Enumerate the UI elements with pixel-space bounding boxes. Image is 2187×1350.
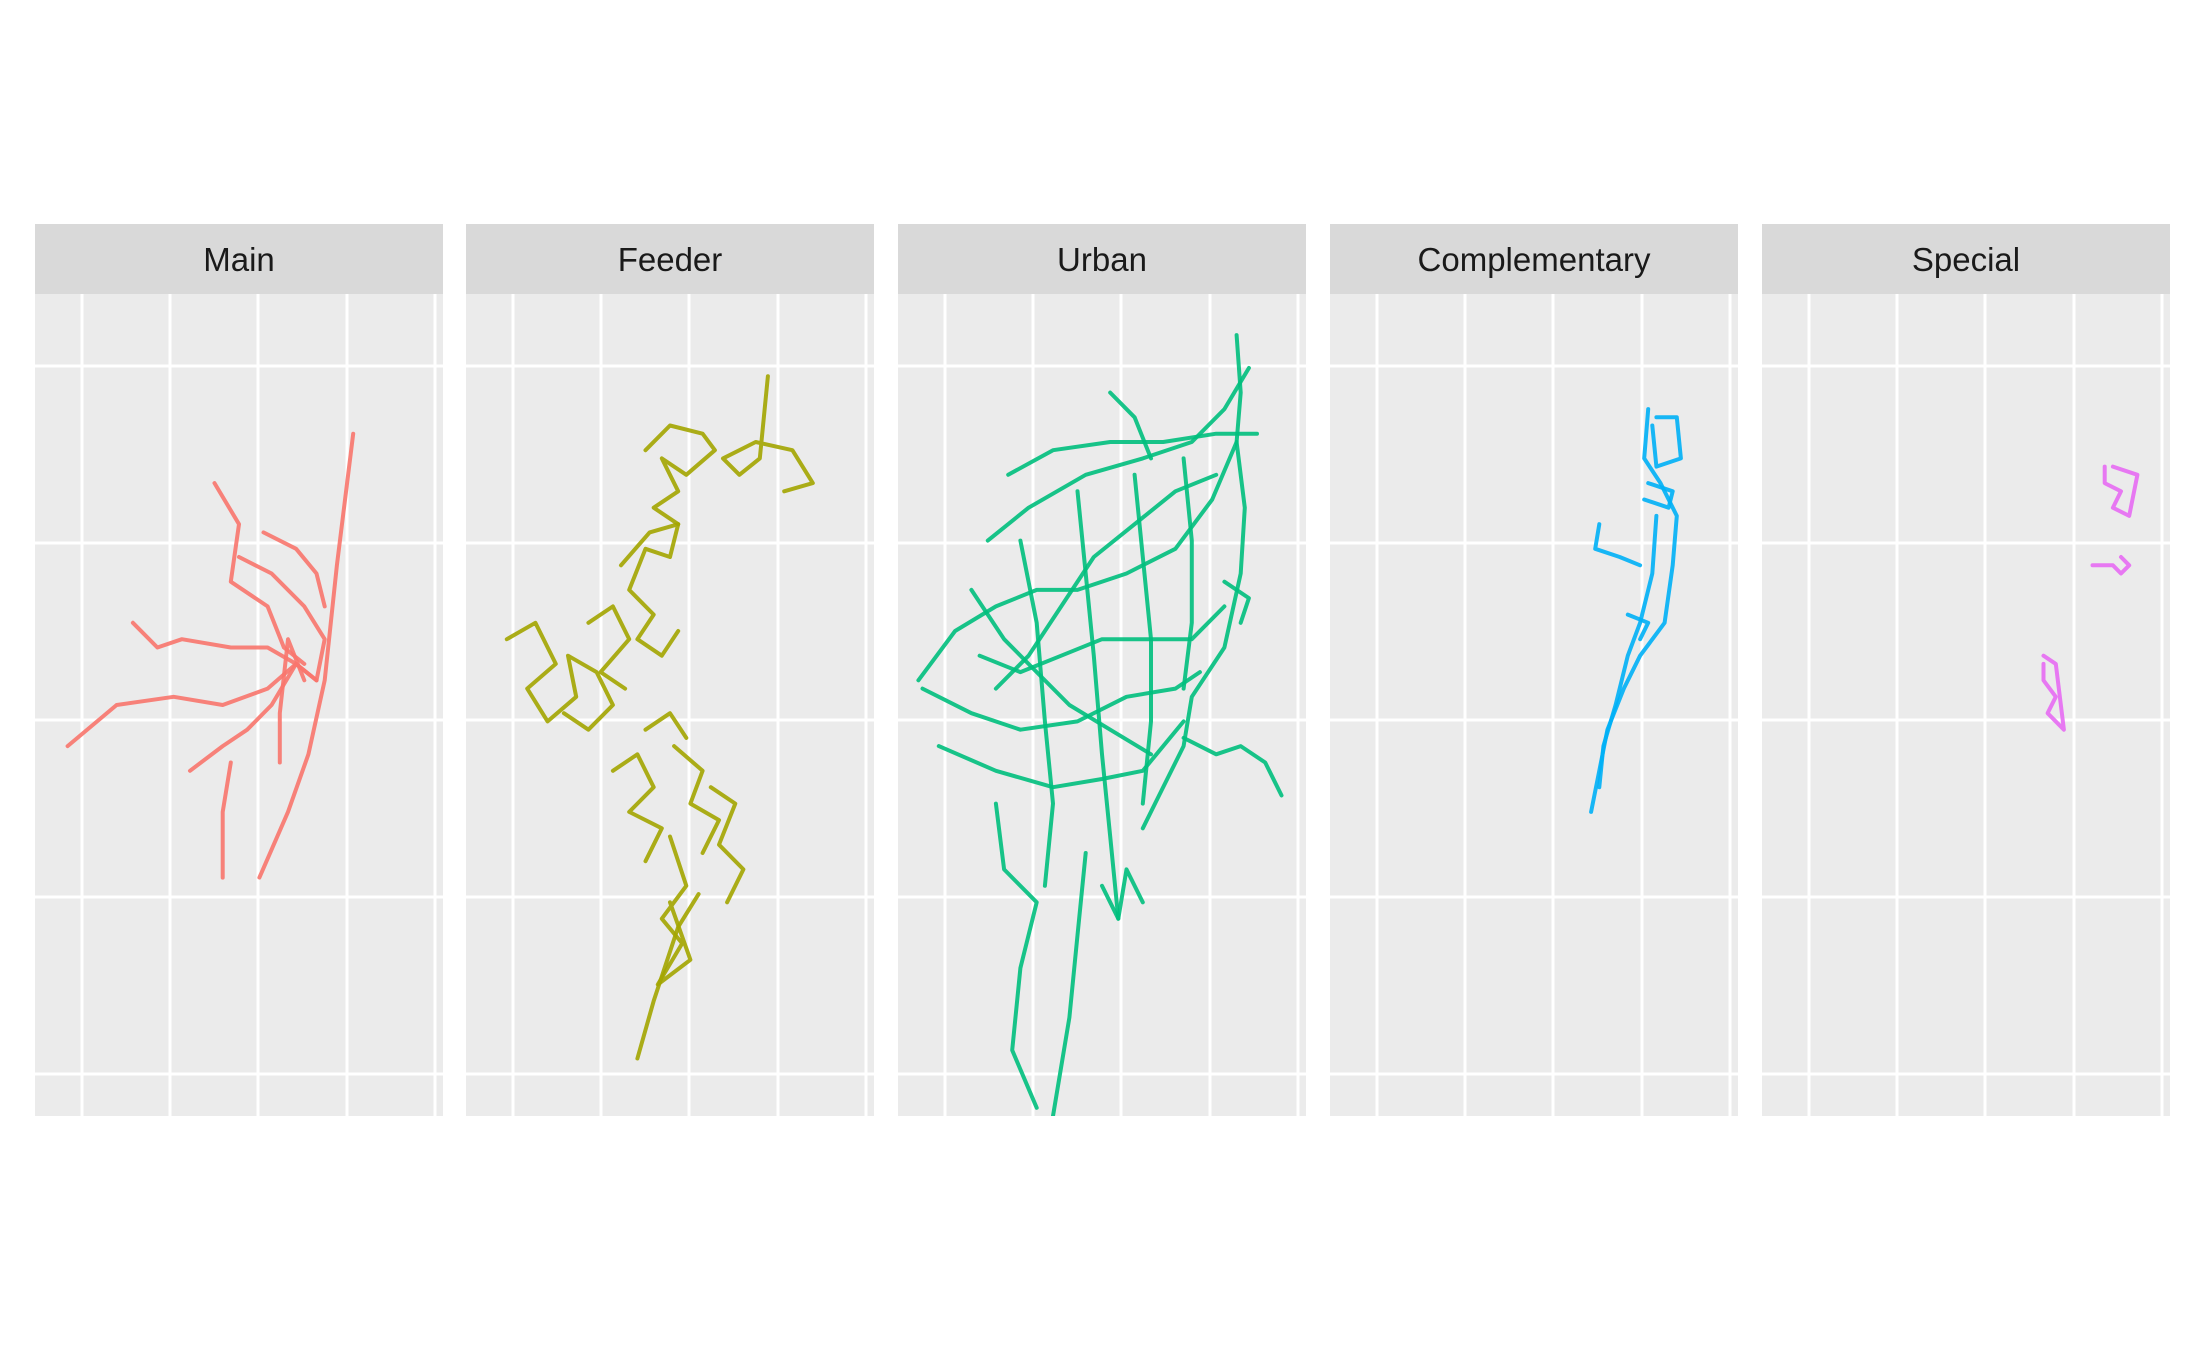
route-line — [635, 892, 701, 1061]
facet-strip-label: Urban — [1057, 241, 1147, 278]
route-line — [610, 752, 664, 864]
facet-strip-label: Complementary — [1418, 241, 1651, 278]
route-line — [1006, 431, 1259, 477]
route-line — [257, 431, 356, 880]
route-lines — [65, 431, 356, 880]
route-line — [2090, 555, 2132, 576]
route-line — [1075, 489, 1121, 921]
panel-background — [35, 294, 443, 1116]
route-line — [672, 744, 721, 855]
route-line — [2041, 653, 2066, 732]
route-line — [655, 834, 693, 987]
panel-background — [466, 294, 874, 1116]
route-line — [1642, 481, 1675, 510]
route-line — [1181, 456, 1194, 691]
route-lines — [504, 374, 815, 1061]
route-line — [188, 661, 299, 773]
route-line — [708, 785, 746, 905]
route-line — [504, 620, 615, 732]
facet-strip — [35, 224, 443, 294]
route-line — [261, 530, 327, 609]
route-line — [643, 423, 717, 527]
route-line — [237, 555, 327, 683]
route-line — [993, 472, 1219, 691]
route-line — [920, 670, 1202, 732]
route-line — [1181, 735, 1284, 798]
route-lines — [916, 333, 1284, 1116]
route-line — [993, 801, 1039, 1110]
facet-strip-label: Main — [203, 241, 275, 278]
panel-background — [1762, 294, 2170, 1116]
facet-strip — [898, 224, 1306, 294]
facet-strip — [1330, 224, 1738, 294]
route-line — [1108, 390, 1153, 461]
route-line — [277, 637, 307, 765]
facet-panels: Main Feeder Urban Complementary Special — [35, 224, 2170, 1116]
route-line — [969, 587, 1153, 757]
facet-strip — [1762, 224, 2170, 294]
route-line — [1597, 513, 1659, 790]
route-line — [977, 604, 1227, 675]
route-line — [220, 760, 233, 880]
route-line — [586, 604, 632, 691]
route-line — [1625, 612, 1651, 642]
route-line — [1593, 522, 1643, 568]
route-line — [721, 374, 815, 494]
route-line — [643, 711, 689, 740]
route-line — [936, 719, 1186, 790]
route-line — [1132, 472, 1153, 806]
route-line — [985, 366, 1251, 543]
facet-strip-label: Special — [1912, 241, 2020, 278]
route-line — [1140, 333, 1247, 831]
panel-background — [1330, 294, 1738, 1116]
facet-strip-label: Feeder — [618, 241, 723, 278]
route-line — [1018, 538, 1055, 888]
route-line — [619, 522, 681, 658]
route-line — [1051, 851, 1088, 1116]
route-line — [2102, 464, 2140, 518]
route-lines — [2041, 464, 2140, 732]
route-line — [1222, 579, 1251, 625]
facet-strip — [466, 224, 874, 294]
route-line — [1650, 415, 1683, 469]
facet-panel-urban: Urban — [898, 224, 1306, 1116]
route-line — [1100, 867, 1145, 921]
facet-panel-complementary: Complementary — [1330, 224, 1738, 1116]
facet-panel-main: Main — [35, 224, 443, 1116]
route-line — [916, 440, 1239, 683]
facet-panel-feeder: Feeder — [466, 224, 874, 1116]
facet-panel-special: Special — [1762, 224, 2170, 1116]
route-lines — [1589, 407, 1683, 814]
